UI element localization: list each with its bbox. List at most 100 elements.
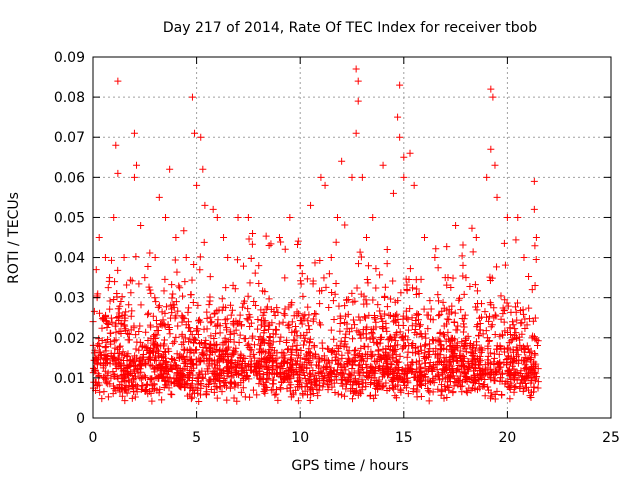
data-point	[167, 390, 175, 398]
data-point	[210, 380, 218, 388]
data-point	[512, 236, 520, 244]
data-point	[507, 308, 515, 316]
data-point	[514, 346, 522, 354]
data-point	[243, 315, 251, 323]
data-point	[450, 349, 458, 357]
data-point	[137, 375, 145, 383]
data-point	[197, 133, 205, 141]
data-point	[286, 384, 294, 392]
data-point	[510, 358, 518, 366]
data-point	[387, 295, 395, 303]
data-point	[355, 369, 363, 377]
data-point	[476, 320, 484, 328]
data-point	[356, 316, 364, 324]
data-point	[114, 266, 122, 274]
data-point	[472, 234, 480, 241]
data-point	[455, 296, 463, 304]
data-point	[152, 316, 160, 324]
data-point	[372, 265, 380, 273]
data-point	[503, 361, 511, 369]
data-point	[152, 298, 160, 306]
data-point	[473, 287, 481, 295]
data-point	[403, 287, 411, 295]
data-point	[462, 339, 470, 347]
data-point	[134, 364, 142, 372]
data-point	[486, 276, 494, 284]
data-point	[458, 382, 466, 390]
data-point	[389, 312, 397, 320]
data-point	[385, 352, 393, 360]
data-point	[355, 260, 363, 268]
data-point	[376, 334, 384, 342]
data-point	[496, 374, 504, 382]
data-point	[341, 318, 349, 326]
data-point	[523, 321, 531, 329]
data-point	[279, 358, 287, 366]
data-point	[332, 238, 340, 246]
data-point	[316, 300, 324, 308]
data-point	[534, 378, 542, 386]
data-point	[162, 303, 170, 311]
data-point	[104, 284, 112, 292]
data-point	[169, 290, 177, 298]
data-point	[118, 392, 126, 400]
data-point	[269, 386, 277, 394]
data-point	[348, 173, 356, 181]
data-point	[443, 345, 451, 353]
data-point	[245, 311, 253, 319]
data-point	[534, 365, 542, 373]
data-point	[283, 385, 291, 393]
data-point	[354, 77, 362, 85]
data-point	[459, 261, 467, 269]
data-point	[341, 340, 349, 348]
data-point	[97, 359, 105, 367]
data-point	[341, 392, 349, 400]
data-point	[142, 344, 150, 352]
data-point	[501, 348, 509, 356]
data-point	[466, 282, 474, 290]
data-point	[160, 287, 168, 295]
data-point	[506, 331, 514, 339]
data-point	[170, 375, 178, 383]
data-point	[277, 333, 285, 341]
data-point	[209, 205, 217, 213]
data-point	[101, 254, 109, 262]
data-point	[135, 280, 143, 288]
data-point	[531, 376, 539, 384]
data-point	[297, 277, 305, 285]
data-point	[440, 322, 448, 330]
data-point	[216, 346, 224, 354]
data-point	[514, 213, 522, 221]
data-point	[109, 390, 117, 398]
data-point	[420, 305, 428, 313]
data-point	[125, 376, 133, 384]
data-point	[269, 366, 277, 374]
data-point	[485, 337, 493, 345]
data-point	[497, 315, 505, 323]
data-point	[506, 324, 514, 332]
data-point	[238, 365, 246, 373]
data-point	[139, 342, 147, 350]
data-point	[237, 350, 245, 358]
data-point	[236, 353, 244, 361]
data-point	[280, 351, 288, 359]
data-point	[285, 371, 293, 379]
data-point	[186, 390, 194, 398]
data-point	[352, 346, 360, 354]
data-point	[244, 316, 252, 324]
data-point	[284, 372, 292, 380]
data-point	[331, 353, 339, 361]
data-point	[362, 296, 370, 304]
data-point	[159, 357, 167, 365]
data-point	[364, 279, 372, 287]
data-point	[125, 336, 133, 344]
data-point	[440, 332, 448, 340]
data-point	[278, 378, 286, 386]
data-point	[168, 294, 176, 302]
data-point	[349, 361, 357, 369]
data-point	[389, 277, 397, 285]
data-point	[434, 372, 442, 380]
data-point	[408, 314, 416, 322]
data-point	[206, 341, 214, 349]
data-point	[243, 341, 251, 349]
